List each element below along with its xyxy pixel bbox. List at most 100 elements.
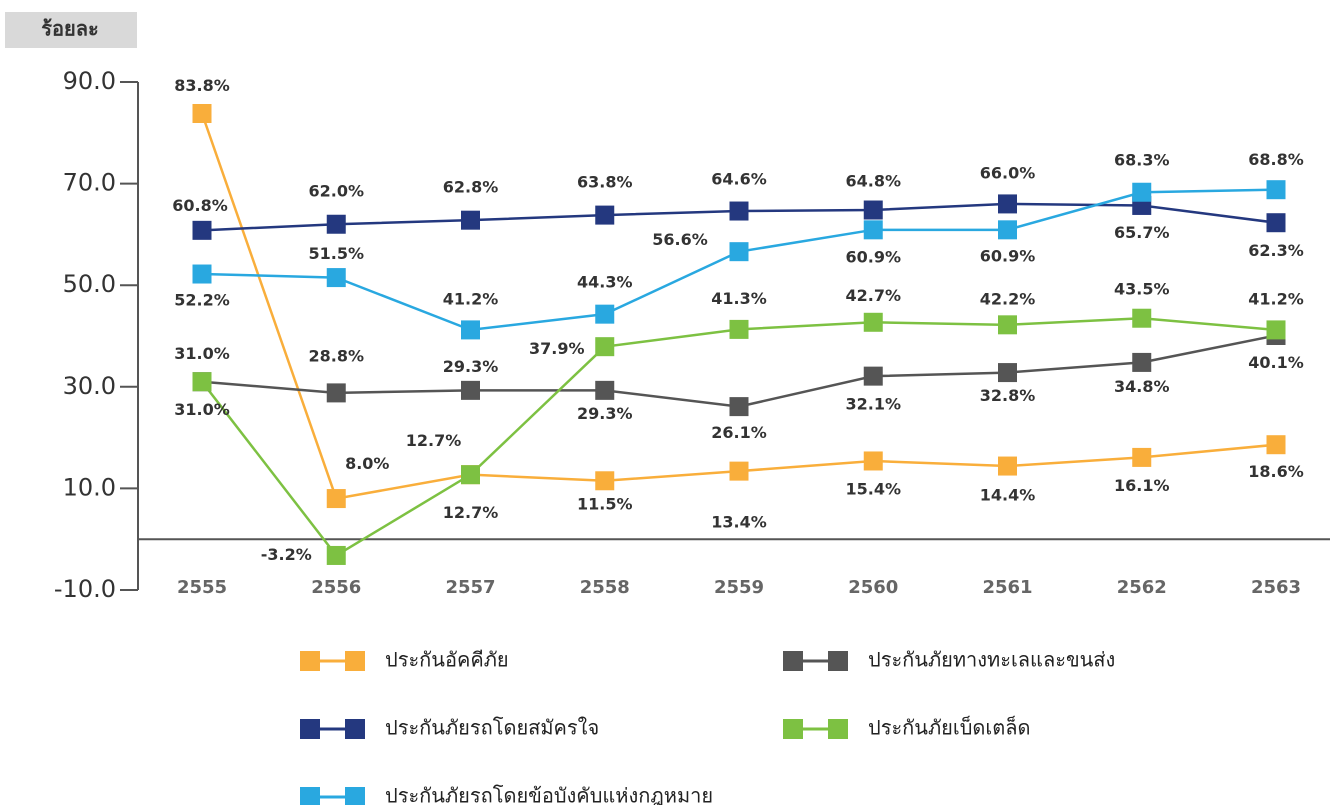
point (863, 366, 883, 386)
value-label: 15.4% (845, 479, 901, 498)
point (326, 489, 346, 509)
point (998, 363, 1017, 383)
value-label: 66.0% (980, 163, 1036, 182)
legend-label: ประกันภัยเบ็ดเตล็ด (868, 715, 1030, 740)
point (595, 205, 615, 225)
point (461, 210, 480, 230)
x-tick-label: 2557 (445, 577, 495, 598)
value-label: 34.8% (1114, 377, 1170, 396)
value-label: 60.9% (980, 246, 1036, 265)
value-label: 64.6% (711, 170, 767, 189)
value-label: -3.2% (261, 545, 312, 564)
point (1132, 182, 1152, 202)
legend-swatch (300, 651, 320, 671)
x-tick-label: 2556 (311, 577, 361, 598)
legend-label: ประกันอัคคีภัย (385, 648, 509, 672)
point (863, 200, 883, 220)
point (192, 372, 212, 392)
point (998, 194, 1017, 214)
point (998, 456, 1017, 476)
x-tick-label: 2561 (982, 577, 1032, 598)
value-label: 32.1% (845, 395, 901, 414)
legend-swatch (345, 719, 365, 739)
value-label: 62.3% (1248, 241, 1304, 260)
value-label: 41.2% (443, 289, 499, 308)
point (595, 337, 615, 357)
y-tick-label: 10.0 (63, 473, 116, 501)
value-label: 31.0% (174, 344, 230, 363)
point (192, 264, 212, 284)
legend-swatch (300, 719, 320, 739)
value-label: 65.7% (1114, 223, 1170, 242)
value-label: 44.3% (577, 273, 633, 292)
point (595, 304, 615, 324)
point (461, 380, 480, 400)
value-label: 37.9% (529, 339, 585, 358)
value-label: 8.0% (345, 454, 389, 473)
point (998, 315, 1017, 335)
value-label: 26.1% (711, 423, 767, 442)
y-axis-label: ร้อยละ (41, 17, 98, 41)
legend-swatch (345, 787, 365, 805)
legend-label: ประกันภัยรถโดยสมัครใจ (385, 716, 599, 740)
value-label: 56.6% (652, 230, 708, 249)
value-label: 62.8% (443, 178, 499, 197)
point (998, 220, 1017, 240)
legend-swatch (783, 719, 803, 739)
point (595, 471, 615, 491)
point (863, 220, 883, 240)
value-label: 29.3% (443, 357, 499, 376)
value-label: 63.8% (577, 173, 633, 192)
point (1266, 180, 1286, 200)
point (192, 220, 212, 240)
point (729, 201, 749, 221)
x-tick-label: 2559 (714, 577, 764, 598)
point (326, 383, 346, 403)
value-label: 11.5% (577, 494, 633, 513)
value-label: 40.1% (1248, 353, 1304, 372)
value-label: 29.3% (577, 404, 633, 423)
value-label: 51.5% (308, 244, 364, 263)
y-tick-label: 70.0 (63, 169, 116, 197)
point (595, 380, 615, 400)
value-label: 83.8% (174, 76, 230, 95)
point (729, 397, 749, 417)
y-tick-label: 90.0 (63, 67, 116, 95)
point (1266, 435, 1286, 455)
legend-swatch (828, 651, 848, 671)
value-label: 42.2% (980, 289, 1036, 308)
legend-swatch (300, 787, 320, 805)
point (1132, 447, 1152, 467)
point (729, 242, 749, 262)
value-label: 64.8% (845, 172, 901, 191)
value-label: 60.8% (172, 196, 228, 215)
point (326, 268, 346, 288)
value-label: 68.3% (1114, 151, 1170, 170)
point (1132, 308, 1152, 328)
value-label: 41.2% (1248, 289, 1304, 308)
legend-swatch (828, 719, 848, 739)
point (1266, 213, 1286, 233)
legend-swatch (783, 651, 803, 671)
point (1266, 320, 1286, 340)
x-tick-label: 2555 (177, 577, 227, 598)
value-label: 28.8% (308, 346, 364, 365)
value-label: 13.4% (711, 513, 767, 532)
value-label: 14.4% (980, 486, 1036, 505)
point (461, 465, 480, 485)
value-label: 68.8% (1248, 150, 1304, 169)
point (863, 312, 883, 332)
x-tick-label: 2562 (1117, 577, 1167, 598)
ylabel-box (5, 12, 137, 48)
value-label: 12.7% (406, 431, 462, 450)
point (192, 103, 212, 123)
value-label: 32.8% (980, 386, 1036, 405)
point (729, 461, 749, 481)
legend-label: ประกันภัยรถโดยข้อบังคับแห่งกฎหมาย (385, 784, 713, 805)
point (461, 320, 480, 340)
x-tick-label: 2560 (848, 577, 898, 598)
value-label: 42.7% (845, 286, 901, 305)
value-label: 16.1% (1114, 476, 1170, 495)
value-label: 12.7% (443, 503, 499, 522)
